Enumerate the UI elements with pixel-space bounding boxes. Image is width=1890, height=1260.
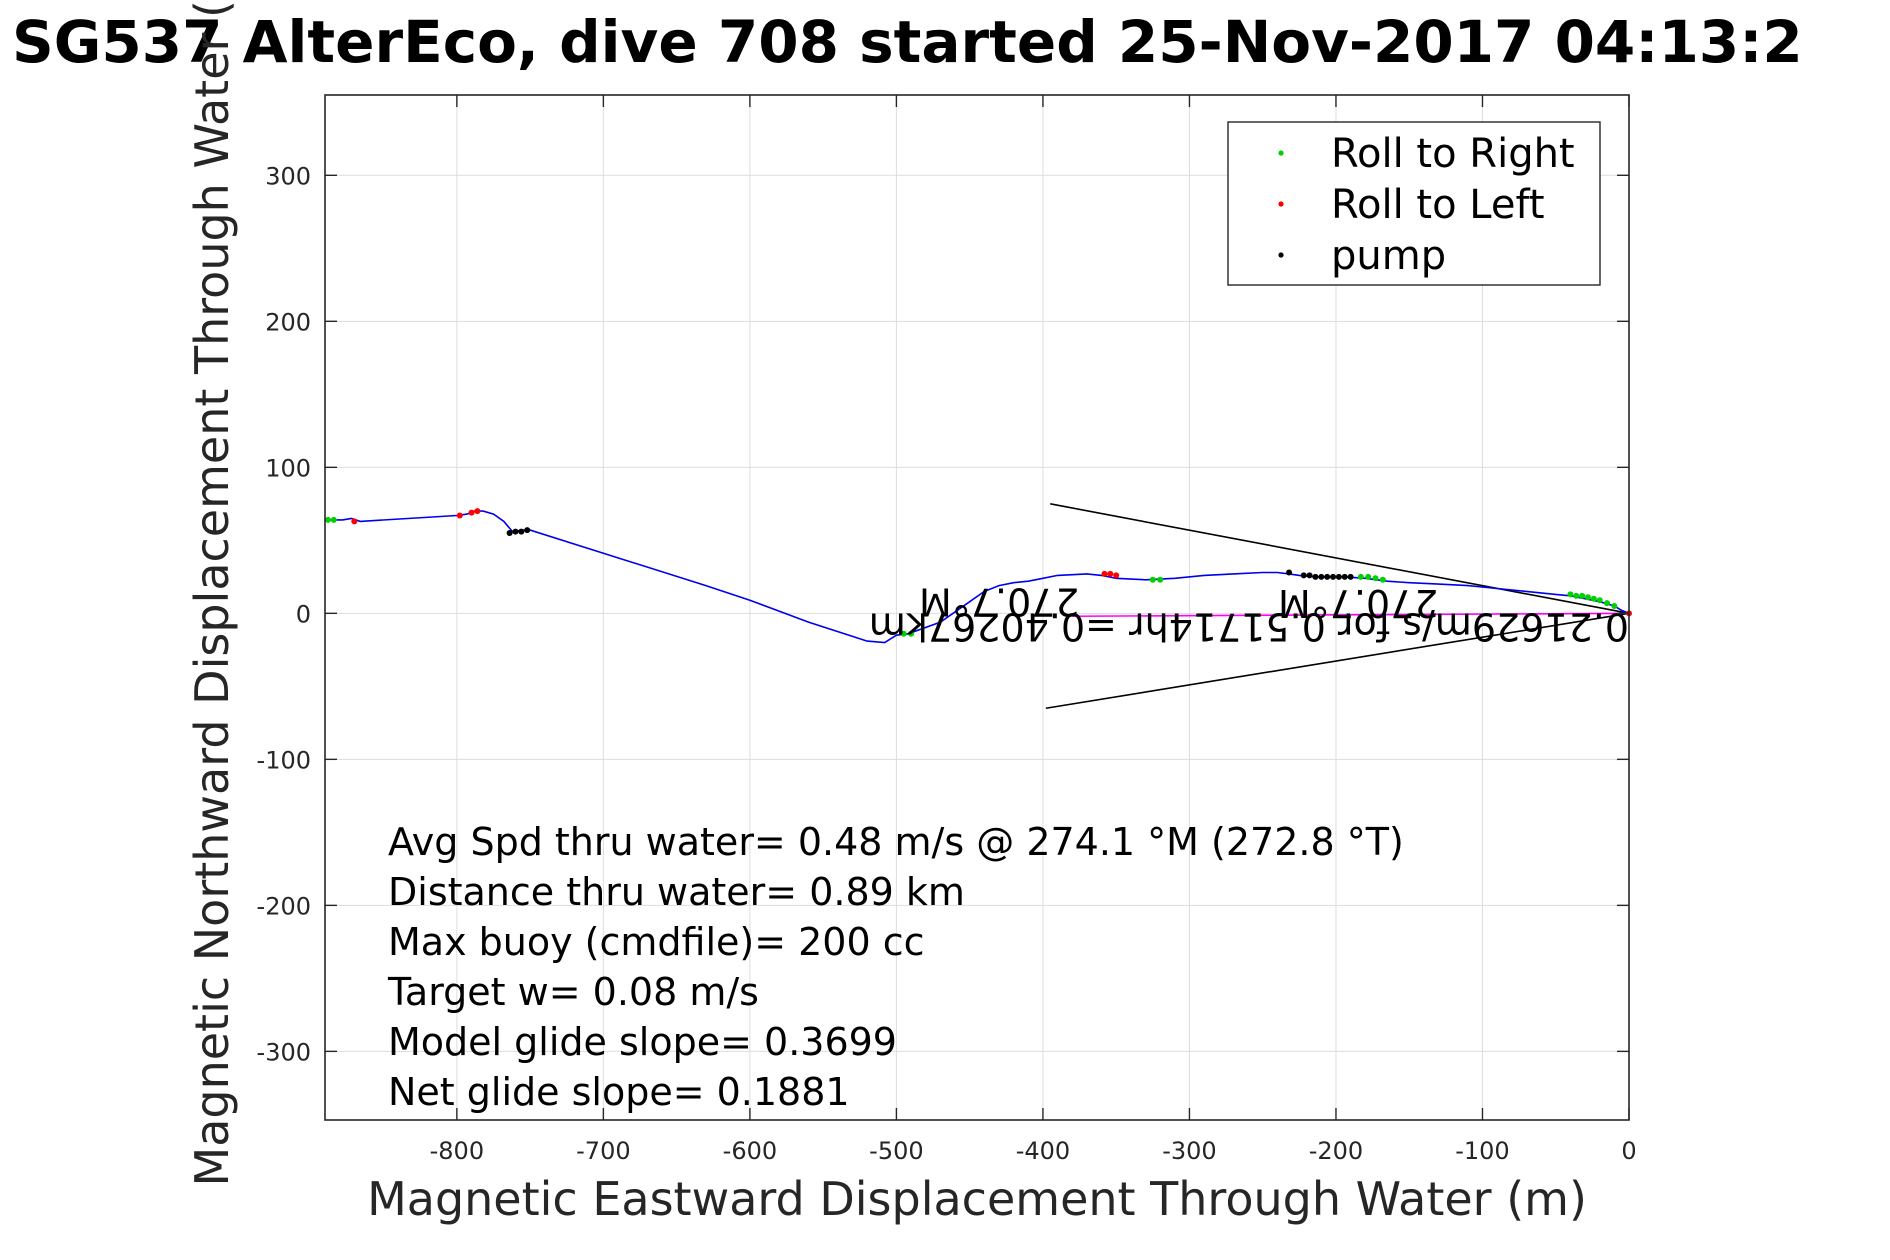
cone-lines: [1045, 503, 1630, 710]
legend-marker: [1278, 201, 1284, 207]
pump-point: [1318, 573, 1325, 580]
x-tick-label: -600: [723, 1137, 777, 1165]
stats-line: Target w= 0.08 m/s: [387, 970, 759, 1014]
pump-point: [1335, 573, 1342, 580]
roll-to-right-point: [1590, 595, 1597, 602]
stats-line: Max buoy (cmdfile)= 200 cc: [388, 920, 925, 964]
roll-to-right-point: [1584, 594, 1591, 601]
roll-to-left-point: [1107, 570, 1114, 577]
y-tick-label: -300: [257, 1038, 311, 1066]
roll-to-right-point: [1596, 597, 1603, 604]
roll-to-right-point: [324, 516, 331, 523]
roll-to-right-point: [1372, 575, 1379, 582]
stats-line: Distance thru water= 0.89 km: [388, 870, 965, 914]
stats-line: Model glide slope= 0.3699: [388, 1020, 897, 1064]
pump-point: [506, 530, 513, 537]
y-axis-label: Magnetic Northward Displacement Through …: [185, 0, 239, 1186]
roll-to-right-point: [1379, 576, 1386, 583]
legend-marker: [1278, 252, 1284, 258]
roll-to-right-point: [1365, 573, 1372, 580]
y-tick-label: 300: [265, 162, 311, 190]
legend-marker: [1278, 150, 1284, 156]
roll-to-right-point: [330, 516, 337, 523]
annotations: 0.21629m/s for 0.51714hr =0.40267km270.7…: [869, 580, 1629, 649]
annotation-text: 0.21629m/s for 0.51714hr =0.40267km: [869, 604, 1629, 648]
x-tick-label: -300: [1162, 1137, 1216, 1165]
x-tick-label: -400: [1016, 1137, 1070, 1165]
legend-entry: Roll to Left: [1331, 182, 1545, 228]
roll-to-left-point: [456, 512, 463, 519]
roll-to-left-point: [468, 509, 475, 516]
annotation-text: 270.7°M: [919, 580, 1080, 624]
cone-line-lower: [1045, 612, 1630, 710]
roll-to-left-point: [474, 508, 481, 515]
ticks: -800 -700 -600 -500 -400 -300 -200 -100 0 300 200 1…: [257, 95, 1637, 1165]
roll-to-right-point: [1567, 591, 1574, 598]
y-tick-label: -100: [257, 746, 311, 774]
pump-point: [1286, 569, 1293, 576]
annotation-text: 270.7°M: [1278, 581, 1439, 625]
cone-line-upper: [1050, 503, 1630, 615]
track: [325, 510, 1630, 644]
roll-to-left-point: [351, 518, 358, 525]
legend-entry: Roll to Right: [1331, 131, 1575, 177]
x-tick-label: -700: [576, 1137, 630, 1165]
y-tick-label: 0: [296, 600, 311, 628]
x-tick-label: -800: [430, 1137, 484, 1165]
roll-to-right-point: [1604, 600, 1611, 607]
chart-title: SG537 AlterEco, dive 708 started 25-Nov-…: [12, 8, 1803, 76]
roll-to-right-point: [1149, 576, 1156, 583]
roll-to-left-point: [1101, 570, 1108, 577]
stats-line: Avg Spd thru water= 0.48 m/s @ 274.1 °M …: [388, 820, 1404, 864]
x-tick-label: -500: [869, 1137, 923, 1165]
y-tick-label: 100: [265, 454, 311, 482]
roll-to-right-point: [1157, 576, 1164, 583]
markers: [324, 508, 1632, 637]
pump-point: [1341, 573, 1348, 580]
pump-point: [1324, 573, 1331, 580]
pump-point: [1347, 573, 1354, 580]
pump-point: [1330, 573, 1337, 580]
x-tick-label: 0: [1621, 1137, 1636, 1165]
roll-to-right-point: [900, 630, 907, 637]
pump-point: [524, 527, 531, 534]
pump-point: [1300, 572, 1307, 579]
legend: Roll to Right Roll to Left pump: [1227, 121, 1601, 286]
track-line: [325, 510, 1630, 644]
roll-to-left-point: [1113, 572, 1120, 579]
y-tick-label: -200: [257, 892, 311, 920]
current-line-segment: [1072, 612, 1630, 618]
pump-point: [1312, 573, 1319, 580]
roll-to-right-point: [1611, 603, 1618, 610]
axes-box: [324, 94, 1630, 1121]
x-tick-label: -100: [1455, 1137, 1509, 1165]
x-axis-label: Magnetic Eastward Displacement Through W…: [367, 1172, 1587, 1226]
stats-block: Avg Spd thru water= 0.48 m/s @ 274.1 °M …: [387, 820, 1404, 1114]
legend-entry: pump: [1331, 233, 1446, 279]
pump-point: [518, 528, 525, 535]
current-line: [1072, 612, 1630, 618]
pump-point: [1306, 572, 1313, 579]
roll-to-right-point: [1357, 573, 1364, 580]
x-tick-label: -200: [1309, 1137, 1363, 1165]
legend-box: [1227, 121, 1601, 286]
pump-point: [512, 528, 519, 535]
y-tick-label: 200: [265, 308, 311, 336]
roll-to-right-point: [1579, 592, 1586, 599]
stats-line: Net glide slope= 0.1881: [388, 1070, 850, 1114]
roll-to-right-point: [908, 630, 915, 637]
roll-to-right-point: [1573, 592, 1580, 599]
